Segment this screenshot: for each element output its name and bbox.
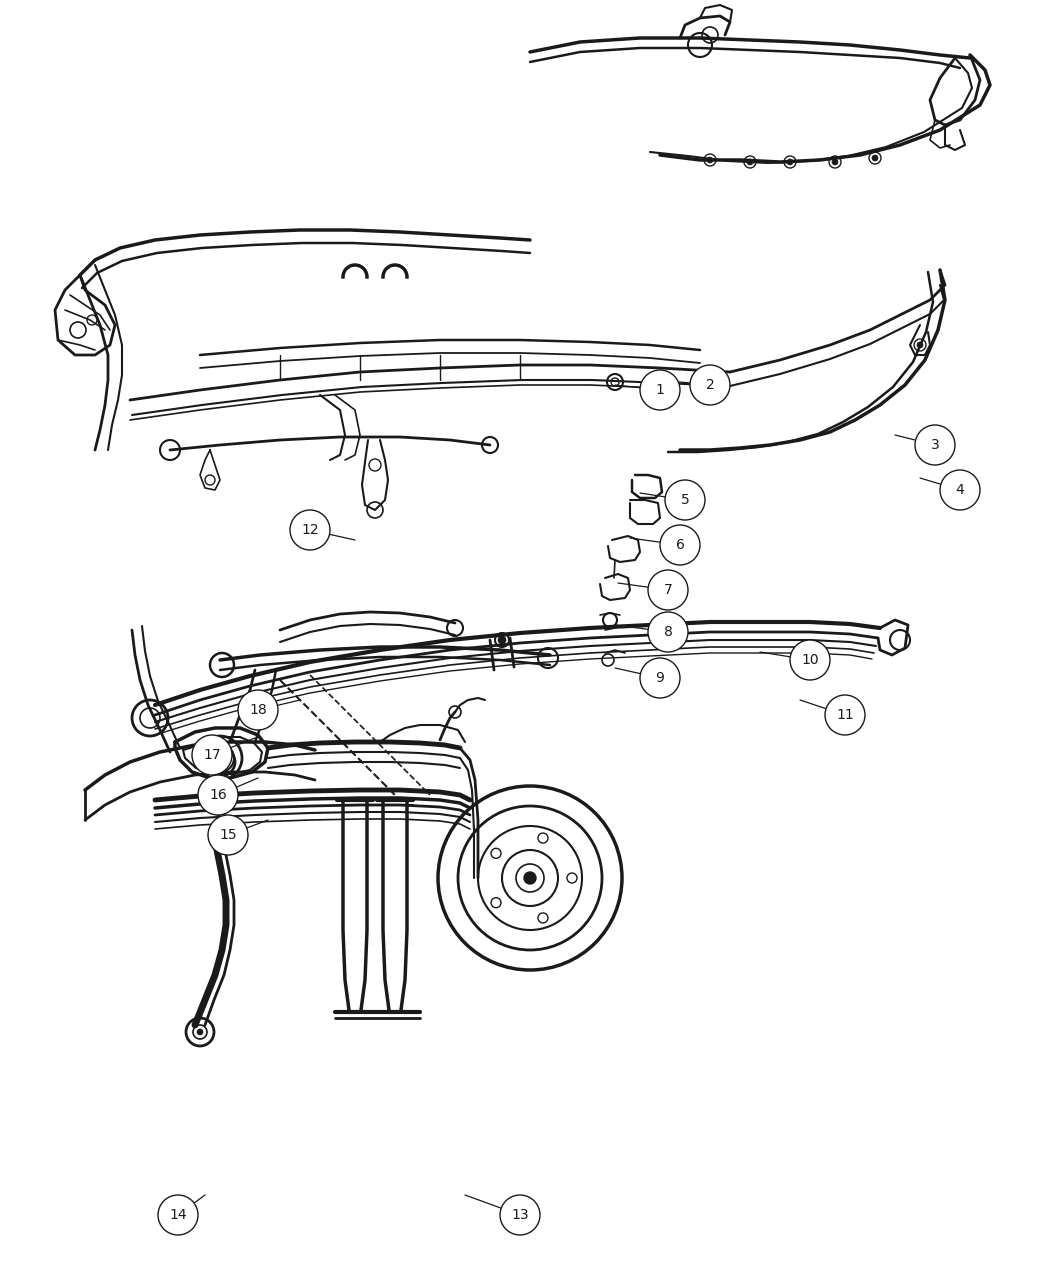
Text: 2: 2 xyxy=(706,377,714,391)
Text: 8: 8 xyxy=(664,625,672,639)
Circle shape xyxy=(158,1195,198,1235)
Text: 5: 5 xyxy=(680,493,690,507)
Text: 14: 14 xyxy=(169,1207,187,1221)
Text: 12: 12 xyxy=(301,523,319,537)
Text: 6: 6 xyxy=(675,538,685,552)
Circle shape xyxy=(747,159,753,164)
Circle shape xyxy=(648,612,688,652)
Circle shape xyxy=(208,815,248,856)
Circle shape xyxy=(648,570,688,609)
Circle shape xyxy=(707,157,713,163)
Text: 9: 9 xyxy=(655,671,665,685)
Circle shape xyxy=(198,775,238,815)
Circle shape xyxy=(940,470,980,510)
Circle shape xyxy=(825,695,865,734)
Text: 7: 7 xyxy=(664,583,672,597)
Circle shape xyxy=(788,159,793,164)
Circle shape xyxy=(192,734,232,775)
Circle shape xyxy=(238,690,278,731)
Circle shape xyxy=(640,370,680,411)
Text: 18: 18 xyxy=(249,703,267,717)
Circle shape xyxy=(790,640,830,680)
Circle shape xyxy=(915,425,956,465)
Text: 1: 1 xyxy=(655,382,665,397)
Text: 3: 3 xyxy=(930,439,940,453)
Text: 16: 16 xyxy=(209,788,227,802)
Text: 15: 15 xyxy=(219,827,237,842)
Circle shape xyxy=(498,636,506,644)
Circle shape xyxy=(640,658,680,697)
Circle shape xyxy=(290,510,330,550)
Text: 17: 17 xyxy=(204,748,220,762)
Text: 4: 4 xyxy=(956,483,964,497)
Circle shape xyxy=(500,1195,540,1235)
Circle shape xyxy=(660,525,700,565)
Text: 10: 10 xyxy=(801,653,819,667)
Text: 11: 11 xyxy=(836,708,854,722)
Circle shape xyxy=(832,159,838,164)
Circle shape xyxy=(524,872,536,884)
Circle shape xyxy=(665,479,705,520)
Circle shape xyxy=(197,1029,203,1035)
Circle shape xyxy=(872,156,878,161)
Circle shape xyxy=(917,342,923,348)
Circle shape xyxy=(218,759,224,765)
Circle shape xyxy=(690,365,730,405)
Text: 13: 13 xyxy=(511,1207,529,1221)
